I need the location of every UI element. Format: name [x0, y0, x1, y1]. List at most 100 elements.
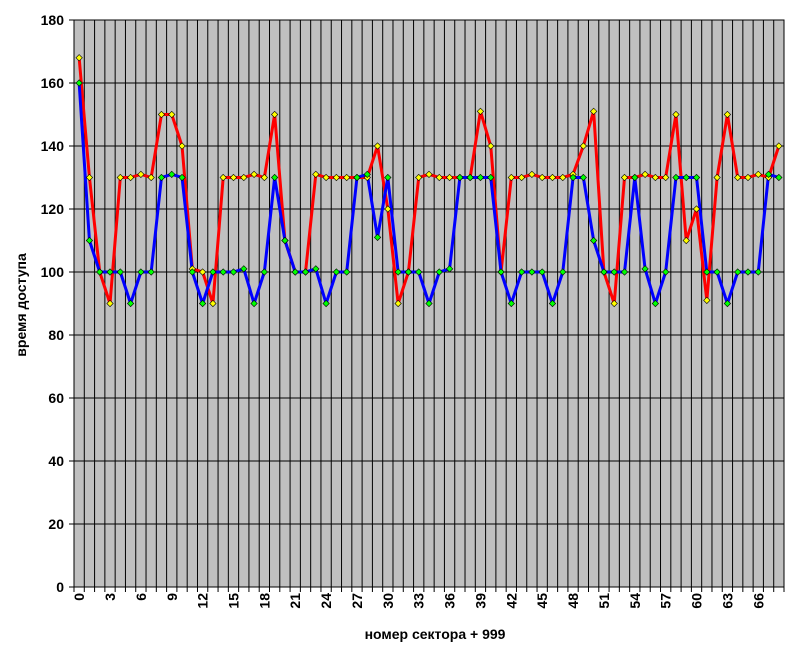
- data-point-series-1: [271, 110, 279, 119]
- data-point-series-1: [415, 173, 423, 182]
- data-point-series-2: [662, 268, 670, 276]
- data-point-series-2: [600, 268, 608, 276]
- data-point-series-2: [641, 265, 649, 273]
- x-tick-label: 33: [411, 593, 427, 609]
- x-axis-ticks: 0 3 6 9 12 15 18 21 24 27 30 33 36 39 42 45 48 51 54 57 60 63…: [71, 587, 785, 609]
- data-point-series-2: [415, 268, 423, 276]
- data-point-series-1: [528, 170, 536, 178]
- data-point-series-1: [754, 170, 762, 178]
- data-point-series-1: [260, 173, 268, 182]
- data-point-series-2: [559, 268, 567, 276]
- data-point-series-1: [641, 170, 649, 178]
- y-tick-label: 80: [48, 327, 64, 343]
- x-tick-label: 9: [164, 593, 180, 601]
- data-point-series-2: [281, 236, 289, 245]
- data-point-series-2: [271, 173, 279, 182]
- data-point-series-1: [435, 173, 443, 182]
- data-point-series-1: [692, 205, 701, 213]
- x-tick-label: 24: [318, 593, 334, 609]
- data-point-series-2: [610, 268, 618, 276]
- data-point-series-1: [229, 173, 238, 182]
- data-point-series-2: [353, 173, 361, 182]
- x-tick-label: 3: [102, 593, 118, 601]
- data-point-series-1: [75, 54, 83, 62]
- x-tick-label: 39: [472, 593, 488, 609]
- data-point-series-1: [157, 110, 166, 119]
- data-point-series-2: [703, 268, 711, 276]
- data-point-series-1: [672, 110, 680, 119]
- plot-border: [73, 19, 785, 588]
- data-point-series-2: [507, 299, 515, 308]
- data-point-series-1: [137, 170, 145, 178]
- data-point-series-1: [209, 299, 217, 308]
- x-tick-label: 21: [287, 593, 303, 609]
- data-point-series-2: [404, 268, 413, 276]
- data-point-series-1: [476, 107, 485, 115]
- data-point-series-1: [198, 268, 207, 276]
- data-point-series-2: [301, 268, 310, 276]
- data-point-series-2: [373, 233, 382, 241]
- x-tick-label: 0: [71, 593, 87, 601]
- data-point-series-2: [692, 173, 701, 182]
- data-point-series-2: [209, 268, 217, 276]
- x-tick-label: 54: [627, 593, 643, 609]
- data-point-series-1: [744, 173, 752, 182]
- data-point-series-1: [487, 142, 495, 150]
- y-tick-label: 60: [48, 390, 64, 406]
- x-tick-label: 15: [225, 593, 241, 609]
- data-point-series-2: [96, 268, 104, 276]
- x-tick-label: 57: [658, 593, 674, 609]
- data-point-series-2: [147, 268, 155, 276]
- data-point-series-2: [219, 268, 227, 276]
- data-point-series-1: [445, 173, 454, 182]
- data-point-series-1: [579, 142, 587, 150]
- data-point-series-2: [723, 299, 732, 308]
- data-point-series-1: [559, 173, 567, 182]
- x-tick-label: 18: [256, 593, 272, 609]
- series-points: [75, 54, 783, 308]
- data-point-series-2: [332, 268, 341, 276]
- data-point-series-2: [363, 170, 371, 178]
- data-point-series-2: [775, 173, 783, 182]
- data-point-series-2: [260, 268, 268, 276]
- data-point-series-1: [662, 173, 670, 182]
- x-tick-label: 66: [750, 593, 766, 609]
- data-point-series-2: [528, 268, 536, 276]
- data-point-series-2: [229, 268, 238, 276]
- x-axis-title: номер сектора + 999: [365, 626, 506, 642]
- data-point-series-2: [590, 236, 598, 245]
- data-point-series-1: [703, 296, 711, 304]
- data-point-series-2: [764, 170, 773, 178]
- data-point-series-2: [538, 268, 546, 276]
- data-point-series-2: [734, 268, 742, 276]
- data-point-series-2: [651, 299, 660, 308]
- data-point-series-2: [672, 173, 680, 182]
- data-point-series-2: [425, 299, 433, 308]
- x-tick-label: 27: [349, 593, 365, 609]
- data-point-series-1: [106, 299, 114, 308]
- data-point-series-1: [548, 173, 557, 182]
- data-point-series-2: [497, 268, 505, 276]
- data-point-series-1: [343, 173, 351, 182]
- x-tick-label: 30: [380, 593, 396, 609]
- y-tick-label: 100: [41, 264, 65, 280]
- data-point-series-1: [250, 170, 258, 178]
- y-tick-label: 120: [41, 201, 65, 217]
- data-point-series-2: [168, 170, 176, 178]
- x-tick-label: 12: [195, 593, 211, 609]
- data-point-series-1: [734, 173, 742, 182]
- data-point-series-1: [126, 173, 135, 182]
- data-point-series-1: [332, 173, 341, 182]
- data-point-series-2: [631, 173, 639, 182]
- data-point-series-1: [219, 173, 227, 182]
- horizontal-gridlines: [74, 82, 784, 525]
- y-tick-label: 40: [48, 453, 64, 469]
- data-point-series-2: [116, 268, 124, 276]
- y-tick-label: 20: [48, 516, 64, 532]
- x-tick-label: 42: [503, 593, 519, 609]
- x-tick-label: 45: [534, 593, 550, 609]
- data-point-series-2: [569, 173, 577, 182]
- y-tick-label: 160: [41, 75, 65, 91]
